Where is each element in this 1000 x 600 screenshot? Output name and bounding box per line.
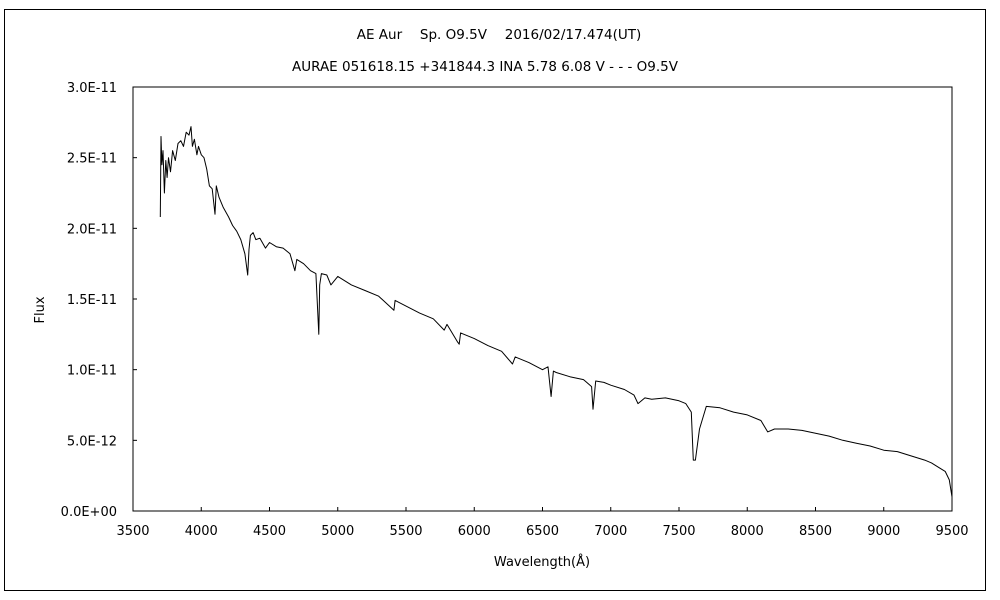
y-axis: 0.0E+00 5.0E-12 1.0E-11 1.5E-11 2.0E-11 2.5E-… — [61, 81, 137, 520]
x-tick-label: 6000 — [458, 524, 491, 539]
series-layer — [159, 126, 953, 497]
chart-title: AE Aur Sp. O9.5V 2016/02/17.474(UT) — [357, 27, 642, 43]
x-tick-label: 5500 — [389, 524, 422, 539]
y-tick-label: 2.0E-11 — [67, 222, 117, 237]
spectrum-line — [159, 126, 953, 497]
y-axis-label: Flux — [33, 296, 48, 323]
x-axis: 3500 4000 4500 5000 5500 6000 6500 7000 7500 8000… — [116, 507, 969, 539]
x-tick-label: 4000 — [185, 524, 218, 539]
y-tick-label: 1.0E-11 — [67, 364, 117, 379]
y-tick-label: 5.0E-12 — [67, 434, 117, 449]
y-tick-label: 2.5E-11 — [67, 152, 117, 167]
x-tick-label: 6500 — [526, 524, 559, 539]
y-tick-label: 1.5E-11 — [67, 293, 117, 308]
y-tick-label: 0.0E+00 — [61, 505, 117, 520]
plot-area — [132, 86, 953, 512]
x-tick-label: 7500 — [662, 524, 695, 539]
chart-frame — [4, 9, 986, 591]
x-tick-label: 9500 — [935, 524, 968, 539]
x-tick-label: 9000 — [867, 524, 900, 539]
x-tick-label: 5000 — [321, 524, 354, 539]
y-tick-label: 3.0E-11 — [67, 81, 117, 96]
x-axis-label: Wavelength(Å) — [494, 554, 590, 570]
x-tick-label: 8000 — [731, 524, 764, 539]
chart-subtitle: AURAE 051618.15 +341844.3 INA 5.78 6.08 … — [292, 59, 679, 75]
x-tick-label: 3500 — [116, 524, 149, 539]
x-tick-label: 7000 — [594, 524, 627, 539]
x-tick-label: 8500 — [799, 524, 832, 539]
x-tick-label: 4500 — [253, 524, 286, 539]
